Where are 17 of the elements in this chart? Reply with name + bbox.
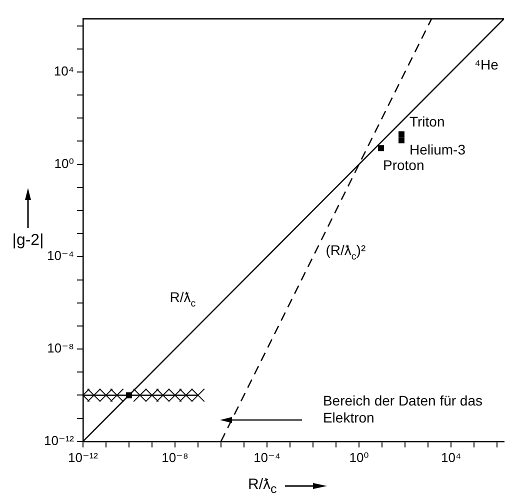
x-tick-label: 10⁻⁸	[162, 450, 188, 465]
x-tick-label: 10⁰	[349, 450, 369, 465]
y-tick-label: 10⁻⁸	[47, 340, 74, 356]
series-label: Helium-3	[409, 141, 466, 158]
y-tick-label: 10⁻¹²	[44, 432, 75, 448]
y-tick-label: 10⁴	[54, 64, 74, 79]
x-tick-label: 10⁴	[441, 450, 462, 465]
x-tick-label: 10⁻⁴	[254, 450, 280, 465]
series-label: Triton	[409, 113, 445, 130]
y-tick-label: 10⁻⁴	[47, 248, 74, 264]
annotation: Bereich der Daten für das Elektron	[322, 392, 482, 426]
series-label: Proton	[382, 157, 424, 174]
y-tick-label: 10⁰	[54, 156, 74, 171]
y-axis-title: |g-2|	[12, 232, 44, 249]
x-tick-label: 10⁻¹²	[68, 450, 99, 465]
x-axis-title: R/ƛ$_{c}$	[248, 476, 277, 496]
annotation: ⁴He	[474, 56, 499, 73]
